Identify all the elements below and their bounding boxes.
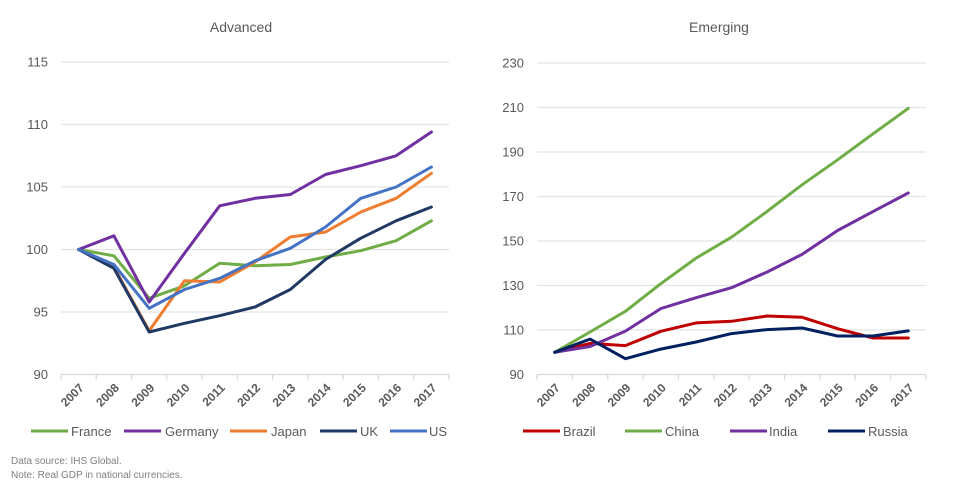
- legend-item-brazil: Brazil: [523, 424, 596, 439]
- x-tick-label: 2013: [270, 380, 299, 409]
- y-tick-label: 110: [503, 323, 524, 338]
- y-tick-label: 90: [510, 367, 524, 382]
- x-tick-label: 2010: [640, 380, 669, 409]
- legend-item-russia: Russia: [828, 424, 909, 439]
- x-tick-label: 2013: [746, 380, 775, 409]
- legend-label: Brazil: [563, 424, 596, 439]
- x-tick-label: 2016: [852, 380, 881, 409]
- legend-label: Germany: [165, 424, 219, 439]
- x-tick-label: 2012: [234, 380, 263, 409]
- x-tick-label: 2014: [305, 380, 334, 409]
- y-tick-label: 115: [27, 55, 48, 70]
- legend-label: UK: [360, 424, 378, 439]
- series-line-uk: [77, 205, 433, 334]
- legend-item-japan: Japan: [230, 424, 306, 439]
- y-axis-labels: 90 110 130 150 170 190 210 230: [502, 56, 524, 383]
- y-tick-label: 150: [502, 234, 524, 249]
- x-axis-labels: 2007 2008 2009 2010 2011 2012 2013 2014 2015 2016…: [58, 380, 440, 409]
- x-tick-label: 2008: [93, 380, 122, 409]
- legend: France Germany Japan UK US: [31, 424, 447, 439]
- legend-item-uk: UK: [320, 424, 378, 439]
- gridlines: [537, 62, 926, 331]
- y-tick-label: 130: [502, 278, 524, 293]
- x-tick-label: 2017: [888, 380, 917, 409]
- x-tick-label: 2011: [676, 381, 705, 410]
- x-tick-label: 2014: [782, 380, 811, 409]
- legend-item-germany: Germany: [124, 424, 219, 439]
- x-tick-label: 2015: [817, 380, 846, 409]
- legend-item-china: China: [625, 424, 700, 439]
- legend-label: Russia: [868, 424, 909, 439]
- gridlines: [61, 61, 449, 313]
- x-tick-label: 2008: [569, 380, 598, 409]
- series-line-china: [553, 106, 910, 354]
- x-tick-label: 2010: [164, 380, 193, 409]
- x-tick-label: 2009: [129, 380, 158, 409]
- legend-label: China: [665, 424, 700, 439]
- chart-title-advanced: Advanced: [210, 19, 272, 35]
- series-line-germany: [77, 130, 433, 304]
- legend-label: Japan: [271, 424, 306, 439]
- y-tick-label: 170: [502, 189, 524, 204]
- x-tick-label: 2016: [375, 380, 404, 409]
- series-lines: [77, 130, 433, 334]
- legend-item-france: France: [31, 424, 111, 439]
- series-line-india: [553, 191, 910, 354]
- x-tick-label: 2012: [711, 380, 740, 409]
- x-axis: [60, 373, 450, 380]
- y-tick-label: 210: [502, 100, 524, 115]
- data-source-note: Data source: IHS Global.: [11, 456, 122, 467]
- x-axis-labels: 2007 2008 2009 2010 2011 2012 2013 2014 2015 2016…: [534, 380, 917, 409]
- x-tick-label: 2015: [340, 380, 369, 409]
- series-lines: [553, 106, 910, 361]
- legend-label: India: [769, 424, 798, 439]
- series-line-brazil: [553, 314, 910, 354]
- y-tick-label: 95: [34, 305, 48, 320]
- y-axis-labels: 90 95 100 105 110 115: [26, 55, 48, 383]
- y-tick-label: 110: [27, 117, 48, 132]
- y-tick-label: 90: [34, 367, 48, 382]
- legend: Brazil China India Russia: [523, 424, 909, 439]
- x-tick-label: 2007: [534, 380, 563, 409]
- legend-label: US: [429, 424, 447, 439]
- legend-item-india: India: [730, 424, 798, 439]
- x-tick-label: 2017: [411, 380, 440, 409]
- chart-title-emerging: Emerging: [689, 19, 749, 35]
- y-tick-label: 230: [502, 56, 524, 71]
- series-line-us: [77, 165, 433, 310]
- series-line-france: [77, 219, 433, 300]
- gdp-note: Note: Real GDP in national currencies.: [11, 470, 183, 481]
- legend-item-us: US: [390, 424, 447, 439]
- legend-label: France: [71, 424, 111, 439]
- y-tick-label: 105: [26, 180, 48, 195]
- y-tick-label: 190: [502, 145, 524, 160]
- x-tick-label: 2009: [605, 380, 634, 409]
- series-line-russia: [553, 326, 910, 361]
- x-axis: [536, 373, 927, 380]
- y-tick-label: 100: [26, 242, 48, 257]
- x-tick-label: 2011: [200, 381, 229, 410]
- x-tick-label: 2007: [58, 380, 87, 409]
